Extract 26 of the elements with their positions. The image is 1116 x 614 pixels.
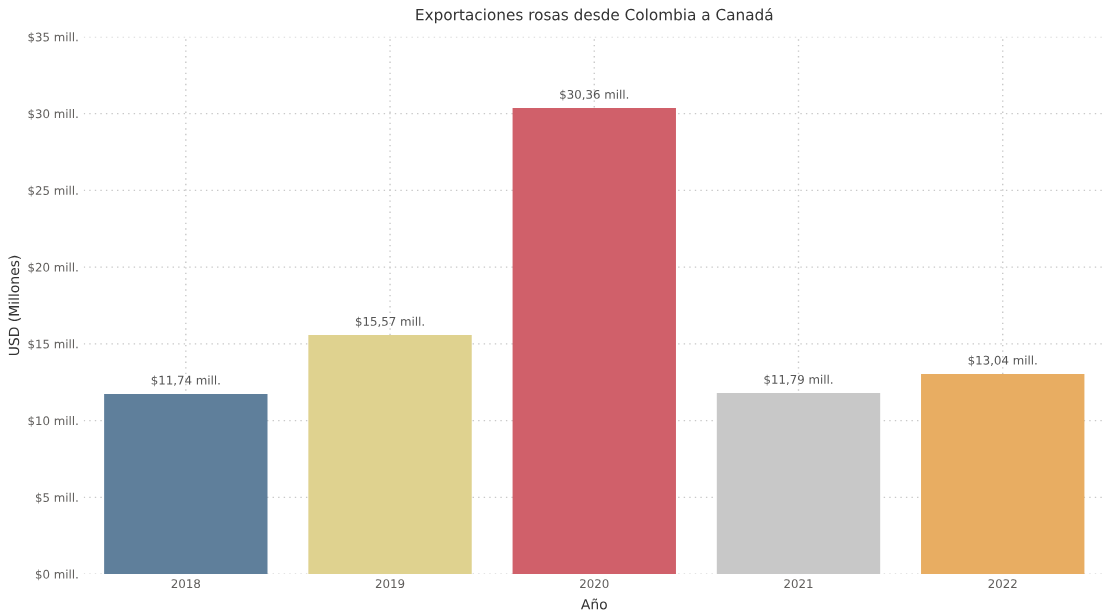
y-tick-label: $30 mill. (28, 109, 78, 120)
x-tick-label: 2019 (375, 579, 405, 589)
y-tick-label: $0 mill. (35, 569, 78, 581)
y-tick-label: $5 mill. (35, 492, 78, 504)
bar (512, 108, 676, 575)
bar (308, 335, 472, 575)
y-tick-label: $35 mill. (28, 32, 78, 44)
bar (716, 393, 881, 575)
y-tick-label: $20 mill. (28, 262, 78, 274)
bar (921, 373, 1085, 575)
x-tick-label: 2021 (784, 579, 813, 589)
data-label: $30,36 mill. (560, 89, 629, 101)
x-tick-label: 2020 (580, 579, 609, 589)
data-label: $15,57 mill. (355, 316, 424, 328)
chart-title: Exportaciones rosas desde Colombia a Canadá (416, 7, 773, 24)
bar (104, 393, 268, 575)
data-label: $13,04 mill. (968, 355, 1037, 367)
x-tick-label: 2018 (171, 579, 201, 589)
x-tick-label: 2022 (988, 579, 1017, 589)
y-tick-label: $25 mill. (28, 185, 78, 197)
data-label: $11,74 mill. (151, 375, 220, 387)
data-label: $11,79 mill. (764, 374, 833, 386)
x-axis-title: Año (580, 598, 607, 610)
y-tick-label: $15 mill. (28, 339, 78, 351)
y-axis-title: USD (Millones) (8, 255, 21, 356)
y-tick-label: $10 mill. (28, 416, 78, 427)
